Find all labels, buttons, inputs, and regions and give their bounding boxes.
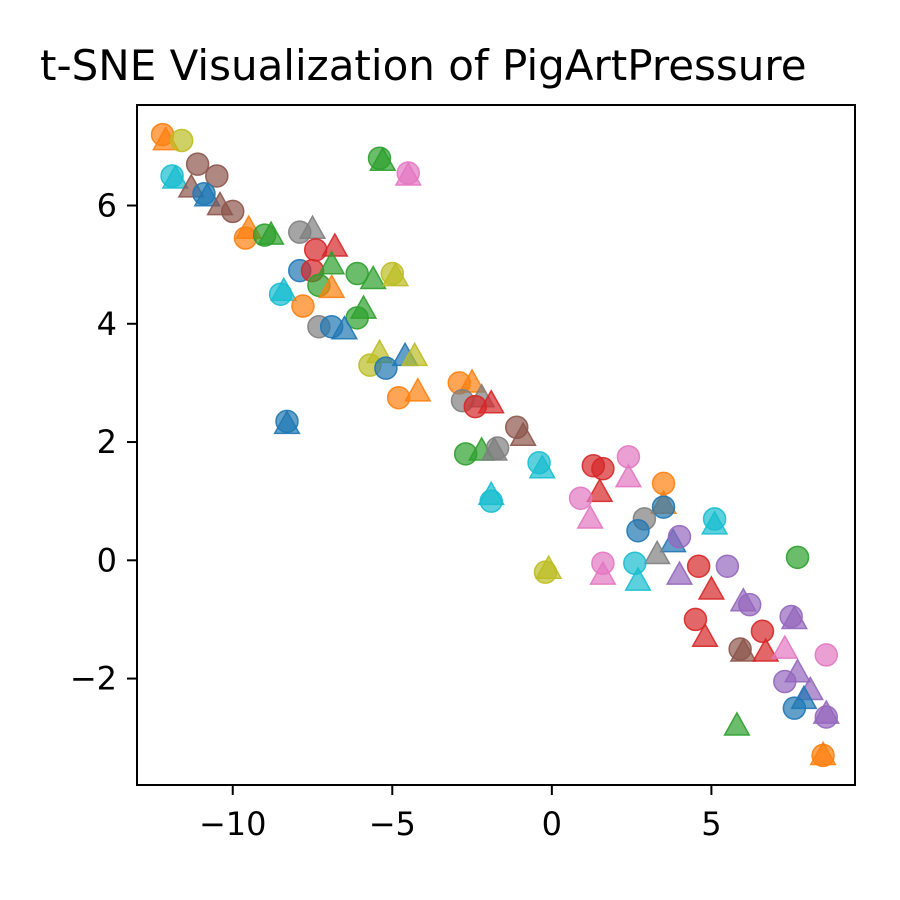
scatter-point-84 — [643, 539, 671, 565]
scatter-point-61 — [485, 436, 510, 460]
scatter-point-113 — [723, 711, 751, 736]
scatter-point-88 — [589, 560, 617, 585]
scatter-point-47 — [369, 146, 397, 172]
scatter-point-40 — [400, 341, 429, 367]
scatter-point-107 — [773, 669, 797, 694]
plot-frame — [136, 104, 856, 786]
scatter-point-98 — [683, 607, 708, 632]
scatter-point-104 — [771, 634, 799, 659]
y-tick-label-3: 4 — [97, 305, 117, 343]
scatter-point-45 — [273, 409, 301, 435]
scatter-point-105 — [814, 643, 839, 667]
x-tick-label-3: 5 — [701, 805, 721, 843]
scatter-point-90 — [665, 560, 694, 585]
scatter-point-91 — [715, 554, 740, 578]
scatter-point-93 — [697, 575, 726, 600]
x-axis: −10 −5 0 5 — [199, 785, 722, 843]
scatter-point-55 — [477, 389, 505, 414]
scatter-point-51 — [458, 368, 486, 393]
y-tick-label-4: 6 — [97, 187, 117, 225]
scatter-point-72 — [614, 462, 643, 488]
scatter-point-65 — [477, 480, 505, 506]
x-tick-label-2: 0 — [542, 805, 562, 843]
scatter-point-67 — [535, 554, 563, 580]
scatter-point-23 — [345, 261, 369, 286]
scatter-point-99 — [691, 622, 719, 648]
scatter-point-49 — [394, 161, 422, 186]
scatter-point-31 — [291, 294, 315, 318]
scatter-point-115 — [809, 740, 837, 766]
y-axis: −2 0 2 4 6 — [70, 187, 137, 698]
scatter-point-112 — [812, 699, 840, 724]
scatter-point-85 — [623, 551, 647, 576]
scatter-point-69 — [591, 456, 615, 481]
scatter-point-110 — [782, 696, 807, 720]
scatter-point-63 — [528, 454, 556, 479]
scatter-point-101 — [729, 637, 757, 662]
scatter-point-43 — [404, 377, 432, 402]
scatter-point-2 — [169, 128, 194, 153]
scatter-point-33 — [345, 306, 369, 330]
scatter-point-41 — [374, 356, 398, 380]
x-tick-label-1: −5 — [369, 805, 416, 843]
scatter-point-97 — [780, 604, 808, 630]
scatter-point-73 — [568, 486, 593, 510]
scatter-point-5 — [161, 164, 189, 189]
scatter-point-83 — [700, 510, 729, 535]
chart-title: t-SNE Visualization of PigArtPressure — [40, 41, 807, 90]
scatter-point-42 — [386, 385, 411, 410]
scatter-point-92 — [785, 545, 810, 570]
scatter-point-9 — [193, 182, 221, 207]
scatter-point-103 — [752, 637, 780, 662]
scatter-point-24 — [359, 264, 387, 290]
scatter-point-28 — [318, 273, 346, 299]
plot-points — [150, 122, 840, 768]
scatter-point-70 — [586, 477, 614, 503]
scatter-point-3 — [185, 152, 210, 176]
scatter-point-26 — [381, 261, 410, 287]
scatter-point-22 — [318, 250, 346, 275]
scatter-point-74 — [576, 504, 604, 529]
scatter-point-13 — [233, 226, 258, 250]
scatter-point-81 — [667, 524, 692, 549]
x-tick-label-0: −10 — [199, 805, 267, 843]
scatter-point-89 — [686, 554, 711, 578]
scatter-point-30 — [270, 276, 298, 302]
y-tick-label-1: 0 — [97, 541, 117, 579]
scatter-point-7 — [205, 164, 229, 188]
scatter-point-36 — [330, 315, 359, 340]
y-tick-label-0: −2 — [70, 660, 117, 698]
scatter-point-95 — [737, 592, 762, 617]
scatter-point-15 — [257, 220, 285, 245]
scatter-point-102 — [750, 619, 775, 644]
scatter-point-57 — [509, 421, 537, 446]
scatter-point-86 — [624, 566, 652, 591]
scatter-point-79 — [626, 518, 650, 543]
scatter-point-18 — [303, 238, 328, 262]
scatter-point-11 — [220, 199, 245, 224]
y-tick-label-2: 2 — [97, 423, 117, 461]
scatter-point-77 — [651, 495, 676, 519]
scatter-point-17 — [298, 214, 327, 240]
